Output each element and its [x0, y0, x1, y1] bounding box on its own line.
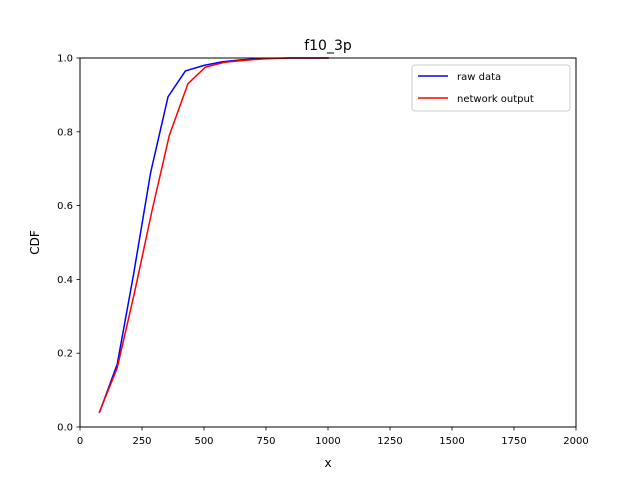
y-tick-label: 0.2: [57, 349, 73, 360]
x-tick-label: 0: [77, 436, 83, 447]
chart-title: f10_3p: [304, 38, 352, 54]
y-tick-label: 0.0: [57, 423, 73, 434]
y-tick-label: 0.4: [57, 275, 73, 286]
y-axis-ticks: 0.0 0.2 0.4 0.6 0.8 1.0: [57, 54, 80, 434]
y-tick-label: 0.6: [57, 201, 73, 212]
x-tick-label: 1250: [377, 436, 402, 447]
y-tick-label: 0.8: [57, 127, 73, 138]
y-axis-label: CDF: [28, 230, 42, 255]
x-tick-label: 250: [132, 436, 151, 447]
x-tick-label: 500: [194, 436, 213, 447]
x-tick-label: 1000: [315, 436, 340, 447]
x-tick-label: 1750: [501, 436, 526, 447]
x-tick-label: 2000: [563, 436, 588, 447]
series-line-network-output: [98, 57, 329, 414]
y-tick-label: 1.0: [57, 54, 73, 65]
x-tick-label: 750: [256, 436, 275, 447]
legend-label: raw data: [457, 72, 501, 83]
x-axis-ticks: 0 250 500 750 1000 1250 1500 1750 2000: [77, 427, 589, 447]
legend-label: network output: [457, 94, 534, 105]
x-axis-label: x: [324, 456, 331, 470]
x-tick-label: 1500: [439, 436, 464, 447]
legend: raw data network output: [411, 64, 571, 112]
legend-items: raw data network output: [418, 72, 534, 105]
legend-box: [411, 64, 571, 112]
